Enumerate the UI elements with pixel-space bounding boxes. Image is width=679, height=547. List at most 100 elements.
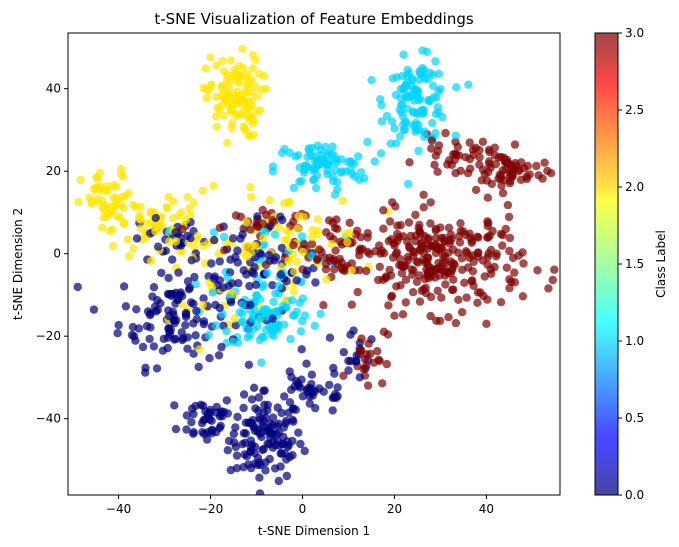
data-point-class-0 <box>149 342 159 351</box>
data-point-class-3 <box>319 301 328 310</box>
data-point-class-0 <box>185 283 194 292</box>
data-point-class-2 <box>241 241 250 251</box>
data-point-class-1 <box>288 311 298 320</box>
data-point-class-3 <box>475 160 484 169</box>
data-point-class-1 <box>399 50 408 59</box>
data-point-class-3 <box>503 200 513 210</box>
data-point-class-0 <box>325 380 334 390</box>
data-point-class-1 <box>316 159 325 168</box>
data-point-class-0 <box>186 233 195 243</box>
data-point-class-1 <box>355 175 364 184</box>
data-point-class-0 <box>282 416 291 425</box>
data-point-class-3 <box>412 257 421 266</box>
data-point-class-3 <box>518 292 528 301</box>
data-point-class-3 <box>454 232 464 241</box>
data-point-class-2 <box>198 186 208 195</box>
data-point-class-3 <box>462 293 471 302</box>
data-point-class-1 <box>363 137 372 147</box>
data-point-class-2 <box>249 130 259 140</box>
data-point-class-1 <box>296 327 306 336</box>
data-point-class-3 <box>404 242 414 251</box>
data-point-class-2 <box>201 64 210 73</box>
data-point-class-3 <box>483 217 492 226</box>
data-point-class-1 <box>271 324 280 333</box>
data-point-class-0 <box>344 366 353 375</box>
data-point-class-2 <box>243 112 252 122</box>
data-point-class-0 <box>232 451 242 460</box>
data-point-class-3 <box>362 350 371 359</box>
data-point-class-3 <box>444 313 453 322</box>
data-point-class-3 <box>533 266 542 275</box>
data-point-class-0 <box>276 462 285 471</box>
data-point-class-3 <box>501 164 511 174</box>
data-point-class-0 <box>189 319 198 328</box>
data-point-class-0 <box>223 446 232 455</box>
data-point-class-0 <box>307 370 317 379</box>
data-point-class-0 <box>211 300 220 310</box>
data-point-class-2 <box>107 207 117 216</box>
data-point-class-3 <box>559 174 560 177</box>
data-point-class-3 <box>469 257 478 266</box>
data-point-class-3 <box>465 154 475 164</box>
data-point-class-3 <box>382 359 391 369</box>
data-point-class-0 <box>333 392 342 401</box>
data-point-class-3 <box>467 238 476 247</box>
data-point-class-3 <box>447 160 456 170</box>
x-tick-label: 20 <box>387 502 402 516</box>
data-point-class-2 <box>120 218 129 228</box>
x-tick-label: 0 <box>299 502 307 516</box>
data-point-class-0 <box>288 451 297 460</box>
data-point-class-3 <box>408 288 418 297</box>
data-point-class-3 <box>385 217 395 226</box>
data-point-class-3 <box>497 152 506 162</box>
data-point-class-1 <box>411 86 420 95</box>
data-point-class-0 <box>311 403 320 413</box>
y-axis: −40 −20 0 20 40 <box>36 82 68 426</box>
data-point-class-3 <box>392 248 402 257</box>
data-point-class-0 <box>233 258 242 267</box>
data-point-class-0 <box>214 351 224 360</box>
data-point-class-0 <box>239 463 248 472</box>
data-point-class-3 <box>444 223 454 232</box>
data-point-class-0 <box>249 383 259 392</box>
data-point-class-0 <box>168 255 177 264</box>
data-point-class-3 <box>454 295 463 304</box>
data-point-class-3 <box>339 371 348 380</box>
colorbar-tick-label: 1.5 <box>625 257 644 271</box>
data-point-class-0 <box>231 423 240 432</box>
data-point-class-0 <box>233 412 242 422</box>
data-point-class-3 <box>534 171 543 180</box>
data-point-class-1 <box>300 311 310 320</box>
data-point-class-3 <box>449 275 458 284</box>
data-point-class-0 <box>244 360 254 369</box>
data-point-class-1 <box>337 167 346 176</box>
data-point-class-3 <box>473 248 482 258</box>
data-point-class-1 <box>257 358 266 367</box>
data-point-class-1 <box>432 93 441 103</box>
data-point-class-2 <box>118 172 128 181</box>
data-point-class-0 <box>280 449 290 458</box>
data-point-class-1 <box>330 152 340 161</box>
data-point-class-1 <box>323 170 332 179</box>
data-point-class-0 <box>263 439 272 448</box>
data-point-class-1 <box>395 105 404 115</box>
data-point-class-3 <box>378 379 387 388</box>
data-point-class-3 <box>471 185 481 195</box>
data-point-class-3 <box>432 316 441 325</box>
data-point-class-0 <box>114 320 123 330</box>
data-point-class-0 <box>187 404 197 413</box>
data-point-class-3 <box>356 233 365 242</box>
data-point-class-2 <box>74 197 83 207</box>
data-point-class-3 <box>504 212 514 222</box>
data-point-class-1 <box>288 296 297 305</box>
data-point-class-1 <box>412 125 421 134</box>
data-point-class-3 <box>540 158 549 167</box>
data-point-class-3 <box>379 224 388 233</box>
data-point-class-2 <box>120 192 130 201</box>
data-point-class-3 <box>362 361 371 370</box>
data-point-class-2 <box>87 199 97 208</box>
data-point-class-0 <box>223 409 232 418</box>
data-point-class-0 <box>146 323 155 332</box>
data-point-class-3 <box>441 280 450 289</box>
data-point-class-3 <box>486 269 496 278</box>
